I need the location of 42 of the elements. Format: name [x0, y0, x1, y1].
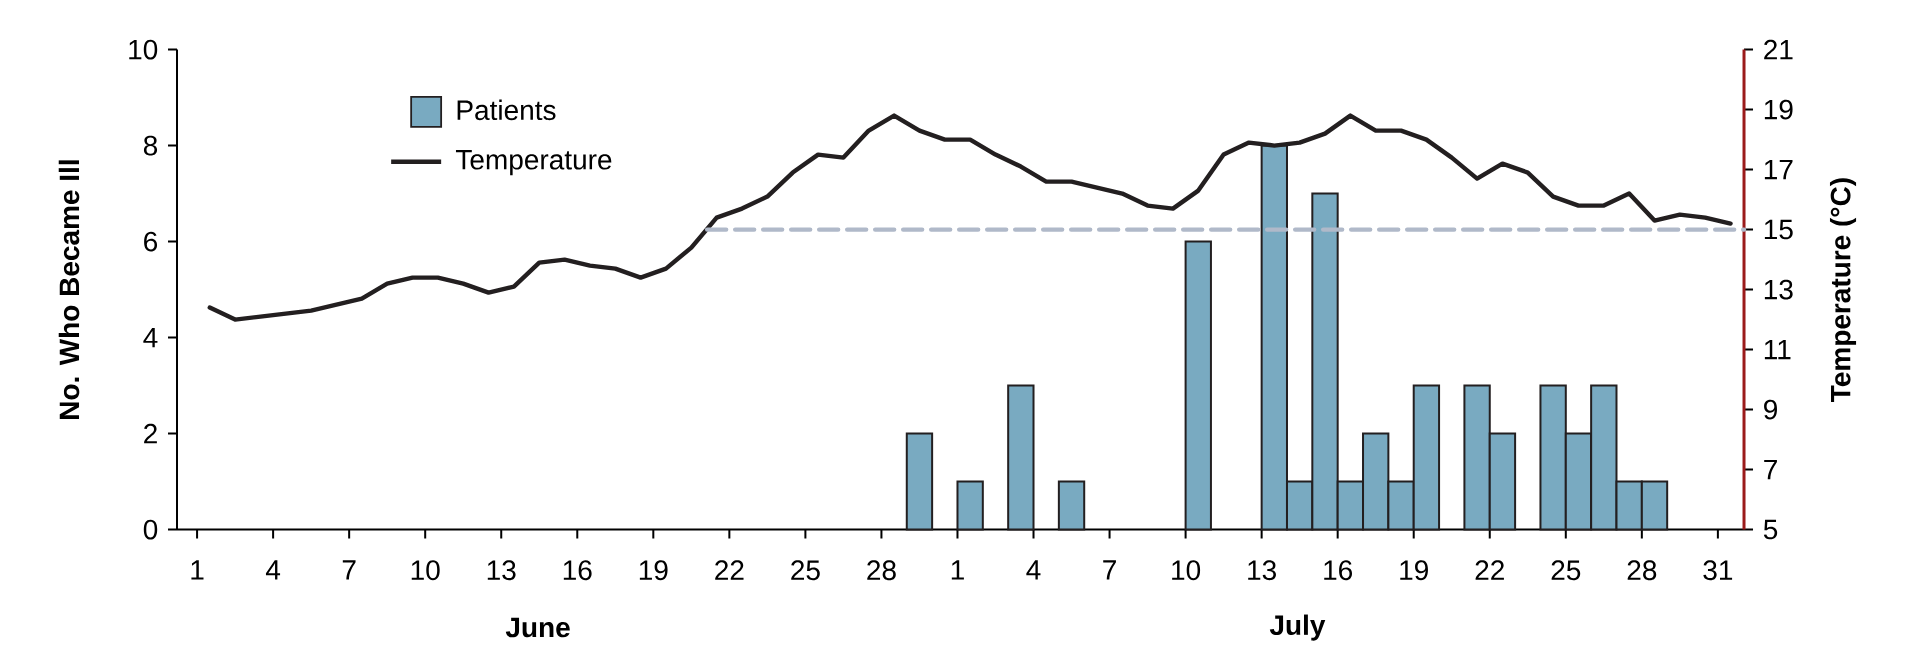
x-tick-label: 10 [411, 560, 440, 581]
x-tick-label: 13 [1248, 560, 1276, 581]
x-tick-label: 10 [1172, 560, 1201, 581]
text: July [1269, 614, 1326, 641]
x-tick-label: 19 [1400, 560, 1428, 581]
x-tick-label: 1 [951, 560, 964, 580]
y2-tick-label: 15 [1764, 219, 1793, 240]
x-tick-label: 22 [1475, 560, 1504, 580]
x-tick-label: 1 [191, 560, 204, 580]
legend-label: Temperature [455, 150, 612, 176]
y-tick-label: 4 [143, 327, 158, 348]
y-axis-title: No. Who Became Ill [58, 160, 80, 419]
x-tick-label: 7 [342, 560, 356, 580]
x-tick-label: 28 [1627, 560, 1657, 581]
x-tick-label: 7 [1103, 560, 1116, 580]
x-tick-label: 4 [1026, 560, 1041, 580]
y2-tick-label: 7 [1764, 459, 1777, 480]
y-tick-label: 6 [144, 231, 158, 252]
legend-label: Patients [457, 99, 556, 121]
y2-tick-label: 17 [1764, 159, 1793, 180]
y2-tick-label: 13 [1764, 279, 1793, 300]
x-tick-label: 25 [1551, 560, 1581, 581]
y-tick-label: 0 [143, 519, 158, 540]
x-tick-label: 16 [1324, 560, 1353, 581]
x-tick-label: 16 [563, 560, 592, 581]
x-tick-label: 31 [1703, 560, 1733, 581]
y2-tick-label: 5 [1763, 519, 1778, 540]
y2-tick-label: 9 [1764, 399, 1777, 420]
text: June [505, 617, 570, 638]
x-tick-label: 22 [715, 560, 744, 580]
x-tick-label: 4 [265, 560, 281, 580]
x-tick-label: 25 [791, 560, 820, 581]
y2-tick-label: 11 [1764, 339, 1791, 360]
y2-axis-title: Temperature (°C) [1829, 178, 1857, 402]
y2-tick-label: 19 [1764, 99, 1793, 120]
x-tick-label: 13 [487, 560, 516, 581]
y-tick-label: 2 [144, 423, 157, 444]
x-tick-label: 19 [639, 560, 668, 581]
y2-tick-label: 21 [1764, 39, 1793, 60]
y-tick-label: 10 [129, 39, 158, 60]
x-tick-label: 28 [867, 560, 896, 581]
y-tick-label: 8 [143, 135, 158, 156]
